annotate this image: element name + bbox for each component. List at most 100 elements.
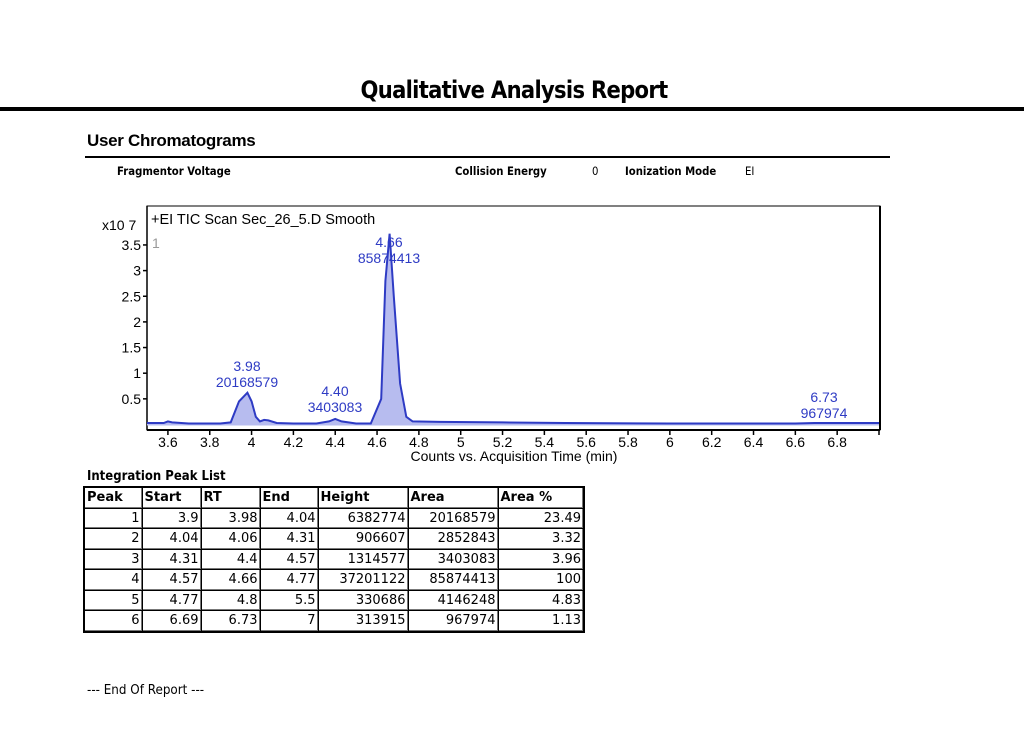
table-cell: 1314577 xyxy=(317,548,409,570)
column-header: Height xyxy=(317,486,409,509)
peak-area-label: 85874413 xyxy=(358,250,421,266)
x-tick-label: 6.4 xyxy=(744,434,764,450)
table-cell: 100 xyxy=(497,569,585,591)
peak-area-label: 3403083 xyxy=(308,399,363,415)
chromatogram-chart: 0.5 1 1.5 2 2.5 3 3.5 3.6 3.8 4 4.2 4.4 4.6 4.8 5 5.2 5… xyxy=(102,205,881,464)
table-cell: 20168579 xyxy=(407,507,499,529)
column-header: RT xyxy=(200,486,261,509)
table-cell: 4.57 xyxy=(141,569,202,591)
x-tick-label: 5.4 xyxy=(535,434,555,450)
ionization-mode-value: EI xyxy=(745,164,755,178)
table-cell: 3.32 xyxy=(497,528,585,550)
table-cell: 3 xyxy=(83,548,143,570)
ionization-mode-label: Ionization Mode xyxy=(625,164,717,178)
y-tick-label: 3.5 xyxy=(122,237,142,253)
table-cell: 37201122 xyxy=(317,569,409,591)
y-tick-label: 0.5 xyxy=(122,391,142,407)
table-row: 3 4.31 4.4 4.57 1314577 3403083 3.96 xyxy=(83,548,585,570)
y-ticks: 0.5 1 1.5 2 2.5 3 3.5 xyxy=(122,237,147,407)
peak-area-label: 20168579 xyxy=(216,374,279,390)
y-tick-label: 2 xyxy=(133,314,141,330)
x-tick-label: 5.6 xyxy=(576,434,596,450)
report-title: Qualitative Analysis Report xyxy=(360,76,669,104)
peak-rt-label: 4.66 xyxy=(375,234,402,250)
x-tick-label: 5.8 xyxy=(618,434,638,450)
section-divider xyxy=(85,156,890,158)
x-tick-label: 4.4 xyxy=(325,434,345,450)
column-header: Area % xyxy=(497,486,585,509)
x-tick-label: 4 xyxy=(248,434,256,450)
table-cell: 5.5 xyxy=(259,589,319,611)
table-cell: 906607 xyxy=(317,528,409,550)
table-cell: 23.49 xyxy=(497,507,585,529)
table-cell: 4.31 xyxy=(141,548,202,570)
table-cell: 4.83 xyxy=(497,589,585,611)
x-tick-label: 4.8 xyxy=(409,434,429,450)
table-cell: 2 xyxy=(83,528,143,550)
peak-rt-label: 6.73 xyxy=(810,389,837,405)
collision-energy-label: Collision Energy xyxy=(455,164,547,178)
x-tick-label: 6.2 xyxy=(702,434,722,450)
table-cell: 3.96 xyxy=(497,548,585,570)
end-of-report: --- End Of Report --- xyxy=(87,683,205,698)
x-axis-label: Counts vs. Acquisition Time (min) xyxy=(411,448,618,464)
column-header: Start xyxy=(141,486,202,509)
table-row: 6 6.69 6.73 7 313915 967974 1.13 xyxy=(83,610,585,632)
table-cell: 4.31 xyxy=(259,528,319,550)
table-row: 4 4.57 4.66 4.77 37201122 85874413 100 xyxy=(83,569,585,591)
collision-energy-value: 0 xyxy=(592,164,599,178)
table-cell: 3403083 xyxy=(407,548,499,570)
y-tick-label: 1 xyxy=(133,365,141,381)
peak-rt-label: 3.98 xyxy=(233,358,260,374)
x-tick-label: 4.6 xyxy=(367,434,387,450)
y-tick-label: 3 xyxy=(133,263,141,279)
table-cell: 4.4 xyxy=(200,548,261,570)
table-header-row: Peak Start RT End Height Area Area % xyxy=(83,486,585,509)
column-header: End xyxy=(259,486,319,509)
x-tick-label: 3.6 xyxy=(158,434,178,450)
table-cell: 1 xyxy=(83,507,143,529)
fragmentor-voltage-label: Fragmentor Voltage xyxy=(117,164,231,178)
table-cell: 4.06 xyxy=(200,528,261,550)
table-cell: 85874413 xyxy=(407,569,499,591)
chromatogram-trace xyxy=(147,233,879,425)
table-cell: 3.98 xyxy=(200,507,261,529)
table-cell: 2852843 xyxy=(407,528,499,550)
table-cell: 4.77 xyxy=(259,569,319,591)
x-tick-label: 6.6 xyxy=(786,434,806,450)
section-title: User Chromatograms xyxy=(87,131,256,150)
table-cell: 4.57 xyxy=(259,548,319,570)
x-ticks: 3.6 3.8 4 4.2 4.4 4.6 4.8 5 5.2 5.4 5.6 5.8 6 6.2 6.4 6… xyxy=(158,430,880,450)
table-cell: 4 xyxy=(83,569,143,591)
x-tick-label: 4.2 xyxy=(284,434,304,450)
y-tick-label: 2.5 xyxy=(122,288,142,304)
chart-title: +EI TIC Scan Sec_26_5.D Smooth xyxy=(151,212,375,228)
table-cell: 4.8 xyxy=(200,589,261,611)
table-cell: 6 xyxy=(83,610,143,632)
table-cell: 6.69 xyxy=(141,610,202,632)
table-cell: 6.73 xyxy=(200,610,261,632)
table-cell: 4.04 xyxy=(141,528,202,550)
plot-frame xyxy=(146,205,881,431)
x-tick-label: 6.8 xyxy=(827,434,847,450)
table-row: 5 4.77 4.8 5.5 330686 4146248 4.83 xyxy=(83,589,585,611)
x-tick-label: 5 xyxy=(457,434,465,450)
table-cell: 6382774 xyxy=(317,507,409,529)
peak-list-title: Integration Peak List xyxy=(87,469,226,484)
table-cell: 967974 xyxy=(407,610,499,632)
table-cell: 4.77 xyxy=(141,589,202,611)
table-cell: 313915 xyxy=(317,610,409,632)
table-cell: 4146248 xyxy=(407,589,499,611)
peak-rt-label: 4.40 xyxy=(321,383,348,399)
column-header: Area xyxy=(407,486,499,509)
table-row: 1 3.9 3.98 4.04 6382774 20168579 23.49 xyxy=(83,507,585,529)
table-cell: 3.9 xyxy=(141,507,202,529)
table-body: 1 3.9 3.98 4.04 6382774 20168579 23.49 2 4.04 4.0… xyxy=(83,507,585,632)
table-cell: 330686 xyxy=(317,589,409,611)
peak-area-label: 967974 xyxy=(801,405,848,421)
x-tick-label: 3.8 xyxy=(200,434,220,450)
table-cell: 4.66 xyxy=(200,569,261,591)
table-cell: 1.13 xyxy=(497,610,585,632)
integration-peak-table: Peak Start RT End Height Area Area % 1 3.9 3.98 4… xyxy=(83,486,585,633)
